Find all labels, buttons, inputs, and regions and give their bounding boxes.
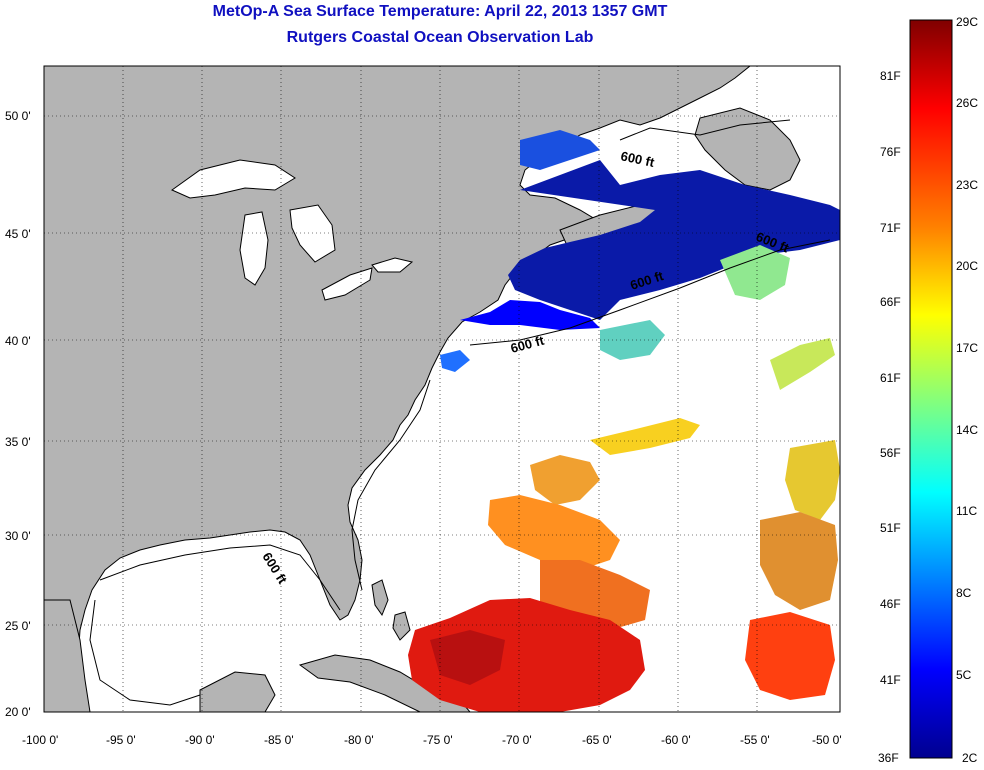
lat-tick: 40 0'	[5, 334, 31, 348]
c-label: 8C	[956, 586, 972, 600]
lat-tick: 35 0'	[5, 435, 31, 449]
lake-ontario	[371, 257, 414, 273]
lat-axis: 50 0' 45 0' 40 0' 35 0' 30 0' 25 0' 20 0…	[5, 109, 31, 719]
lake-huron	[289, 204, 336, 263]
lon-tick: -70 0'	[502, 733, 532, 747]
map-title: MetOp-A Sea Surface Temperature: April 2…	[212, 3, 668, 20]
f-label: 71F	[880, 221, 901, 235]
lon-tick: -65 0'	[582, 733, 612, 747]
lat-tick: 45 0'	[5, 227, 31, 241]
c-label: 5C	[956, 668, 972, 682]
lat-tick: 25 0'	[5, 619, 31, 633]
f-label: 51F	[880, 521, 901, 535]
lake-erie	[321, 267, 373, 301]
f-label: 66F	[880, 295, 901, 309]
lon-tick: -55 0'	[740, 733, 770, 747]
lon-tick: -95 0'	[106, 733, 136, 747]
colorbar-f-labels: 81F 76F 71F 66F 61F 56F 51F 46F 41F 36F	[878, 69, 901, 765]
c-label: 23C	[956, 178, 978, 192]
c-label: 26C	[956, 96, 978, 110]
land-yucatan	[199, 671, 276, 712]
lake-michigan	[239, 211, 269, 286]
lake-superior	[170, 159, 296, 199]
lon-tick: -50 0'	[812, 733, 842, 747]
c-label: 20C	[956, 259, 978, 273]
plot-frame	[43, 65, 841, 713]
lon-tick: -60 0'	[661, 733, 691, 747]
graticule	[44, 66, 840, 712]
f-label: 56F	[880, 446, 901, 460]
colorbar-c-labels: 29C 26C 23C 20C 17C 14C 11C 8C 5C 2C	[956, 15, 978, 765]
land-newfoundland	[694, 107, 801, 191]
land-mexico	[44, 599, 91, 712]
lon-tick: -80 0'	[344, 733, 374, 747]
lon-tick: -100 0'	[22, 733, 58, 747]
c-label: 17C	[956, 341, 978, 355]
contour-label: 600 ft	[619, 148, 656, 170]
lat-tick: 30 0'	[5, 529, 31, 543]
lat-tick: 50 0'	[5, 109, 31, 123]
lon-axis: -100 0' -95 0' -90 0' -85 0' -80 0' -75 …	[22, 733, 842, 747]
c-label: 14C	[956, 423, 978, 437]
f-label: 36F	[878, 751, 899, 765]
f-label: 81F	[880, 69, 901, 83]
c-label: 11C	[956, 504, 977, 518]
lon-tick: -75 0'	[423, 733, 453, 747]
map-subtitle: Rutgers Coastal Ocean Observation Lab	[286, 29, 594, 46]
f-label: 61F	[880, 371, 901, 385]
lat-tick: 20 0'	[5, 705, 31, 719]
lon-tick: -85 0'	[264, 733, 294, 747]
lon-tick: -90 0'	[185, 733, 215, 747]
c-label: 2C	[962, 751, 978, 765]
contour-lines	[89, 119, 831, 706]
colorbar-gradient	[909, 19, 953, 759]
f-label: 41F	[880, 673, 901, 687]
f-label: 76F	[880, 145, 901, 159]
f-label: 46F	[880, 597, 901, 611]
c-label: 29C	[956, 15, 978, 29]
